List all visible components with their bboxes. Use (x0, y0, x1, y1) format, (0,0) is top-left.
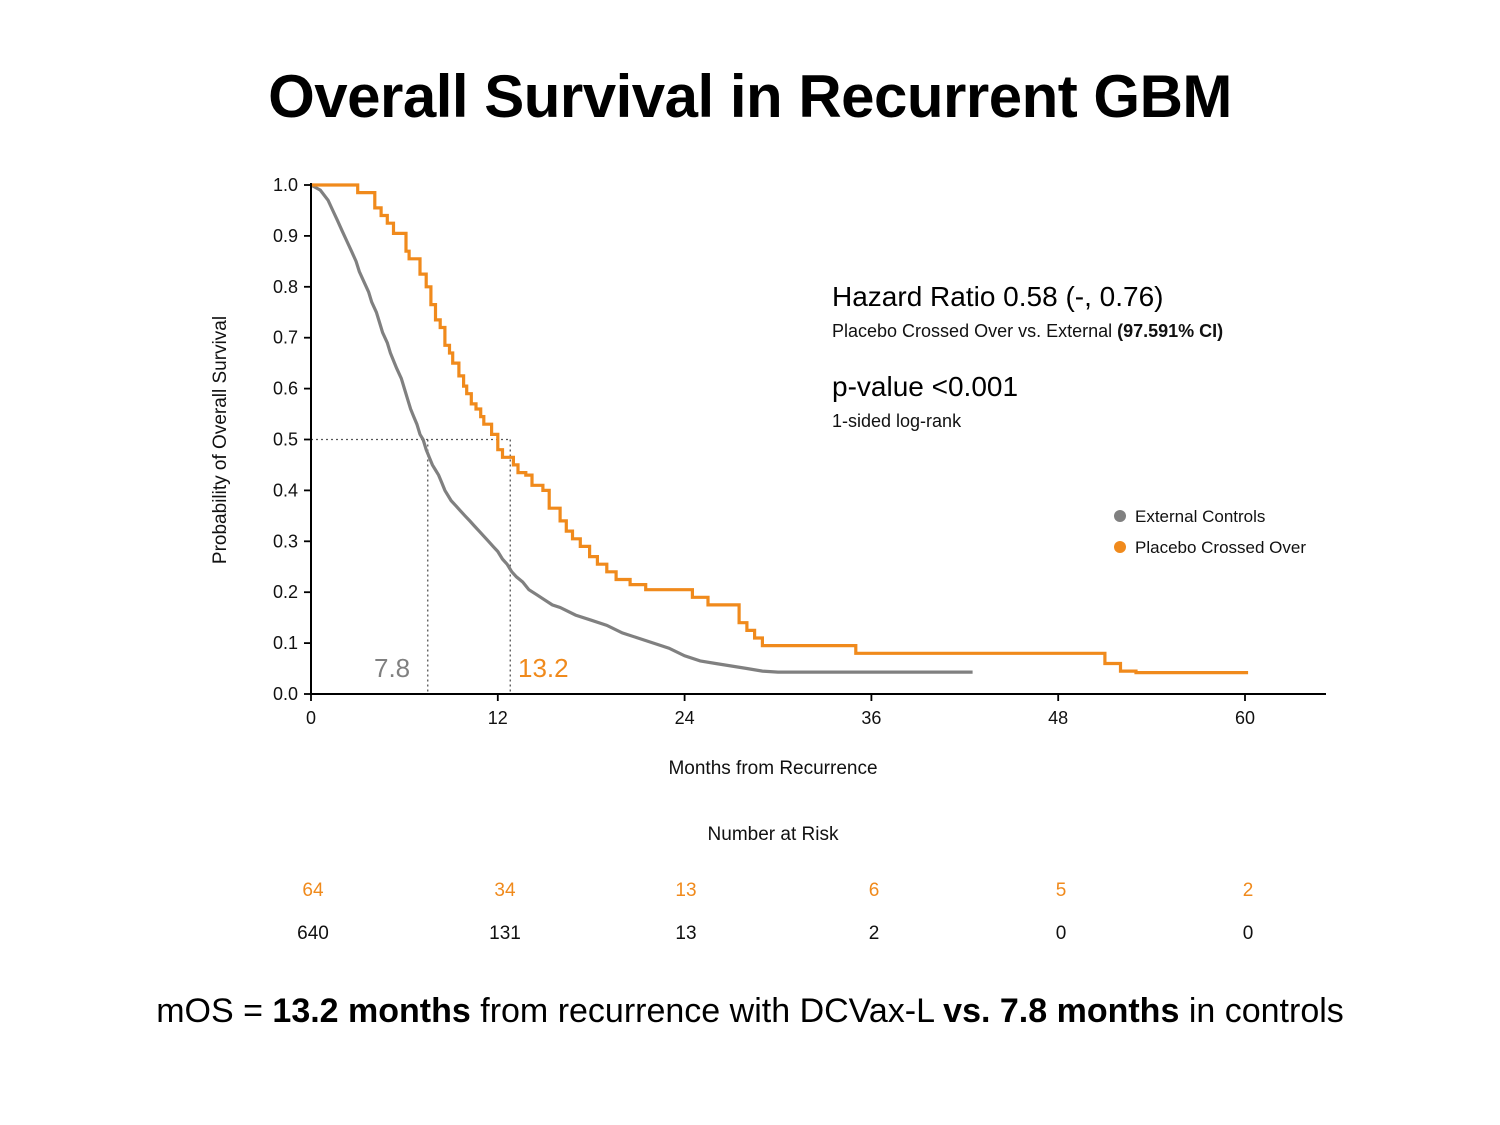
p-value-title: p-value <0.001 (832, 371, 1018, 402)
survival-curve-external (310, 183, 973, 674)
y-tick-label: 0.5 (273, 430, 298, 450)
x-axis-title: Months from Recurrence (668, 758, 877, 779)
y-tick-label: 0.7 (273, 328, 298, 348)
risk-count-placebo: 6 (869, 880, 880, 901)
footer-part-5: in controls (1179, 992, 1344, 1030)
median-label-external: 7.8 (374, 653, 410, 683)
footer-summary: mOS = 13.2 months from recurrence with D… (0, 992, 1500, 1031)
test-method-label: 1-sided log-rank (832, 411, 962, 431)
footer-part-1: mOS = (156, 992, 273, 1030)
confidence-interval-label: (97.591% CI) (1117, 321, 1223, 341)
risk-count-external: 131 (489, 923, 521, 944)
x-tick-label: 60 (1235, 708, 1255, 728)
x-tick-label: 36 (861, 708, 881, 728)
y-axis-title: Probability of Overall Survival (210, 316, 231, 564)
x-tick-label: 24 (675, 708, 695, 728)
median-label-placebo: 13.2 (518, 653, 569, 683)
footer-part-3: from recurrence with DCVax-L (470, 992, 944, 1030)
y-tick-label: 0.1 (273, 633, 298, 653)
risk-count-external: 2 (869, 923, 880, 944)
risk-count-placebo: 64 (302, 880, 324, 901)
risk-count-external: 13 (675, 923, 696, 944)
legend-label-external: External Controls (1135, 507, 1265, 526)
hazard-ratio-comparison: Placebo Crossed Over vs. External (832, 321, 1117, 341)
risk-count-external: 0 (1056, 923, 1067, 944)
hazard-ratio-title: Hazard Ratio 0.58 (-, 0.76) (832, 281, 1164, 312)
y-tick-label: 0.3 (273, 531, 298, 551)
legend: External Controls Placebo Crossed Over (1114, 507, 1306, 557)
risk-count-placebo: 34 (494, 880, 516, 901)
footer-control-median: vs. 7.8 months (943, 992, 1180, 1030)
y-tick-label: 0.2 (273, 582, 298, 602)
x-tick-label: 48 (1048, 708, 1068, 728)
y-tick-label: 0.6 (273, 379, 298, 399)
x-tick-label: 12 (488, 708, 508, 728)
y-tick-label: 0.0 (273, 684, 298, 704)
footer-placebo-median: 13.2 months (272, 992, 471, 1030)
hazard-ratio-subtitle: Placebo Crossed Over vs. External (97.59… (832, 321, 1223, 341)
risk-count-placebo: 13 (675, 880, 696, 901)
risk-count-external: 640 (297, 923, 329, 944)
legend-marker-placebo (1114, 541, 1126, 553)
y-tick-label: 0.4 (273, 480, 298, 500)
survival-curve-placebo (311, 183, 1249, 675)
y-tick-label: 1.0 (273, 175, 298, 195)
legend-marker-external (1114, 510, 1126, 522)
risk-count-placebo: 2 (1243, 880, 1254, 901)
risk-count-external: 0 (1243, 923, 1254, 944)
x-tick-label: 0 (306, 708, 316, 728)
risk-table-title: Number at Risk (708, 824, 839, 845)
y-tick-label: 0.9 (273, 226, 298, 246)
risk-count-placebo: 5 (1056, 880, 1067, 901)
slide-title: Overall Survival in Recurrent GBM (268, 63, 1232, 130)
legend-label-placebo: Placebo Crossed Over (1135, 538, 1306, 557)
y-tick-label: 0.8 (273, 277, 298, 297)
